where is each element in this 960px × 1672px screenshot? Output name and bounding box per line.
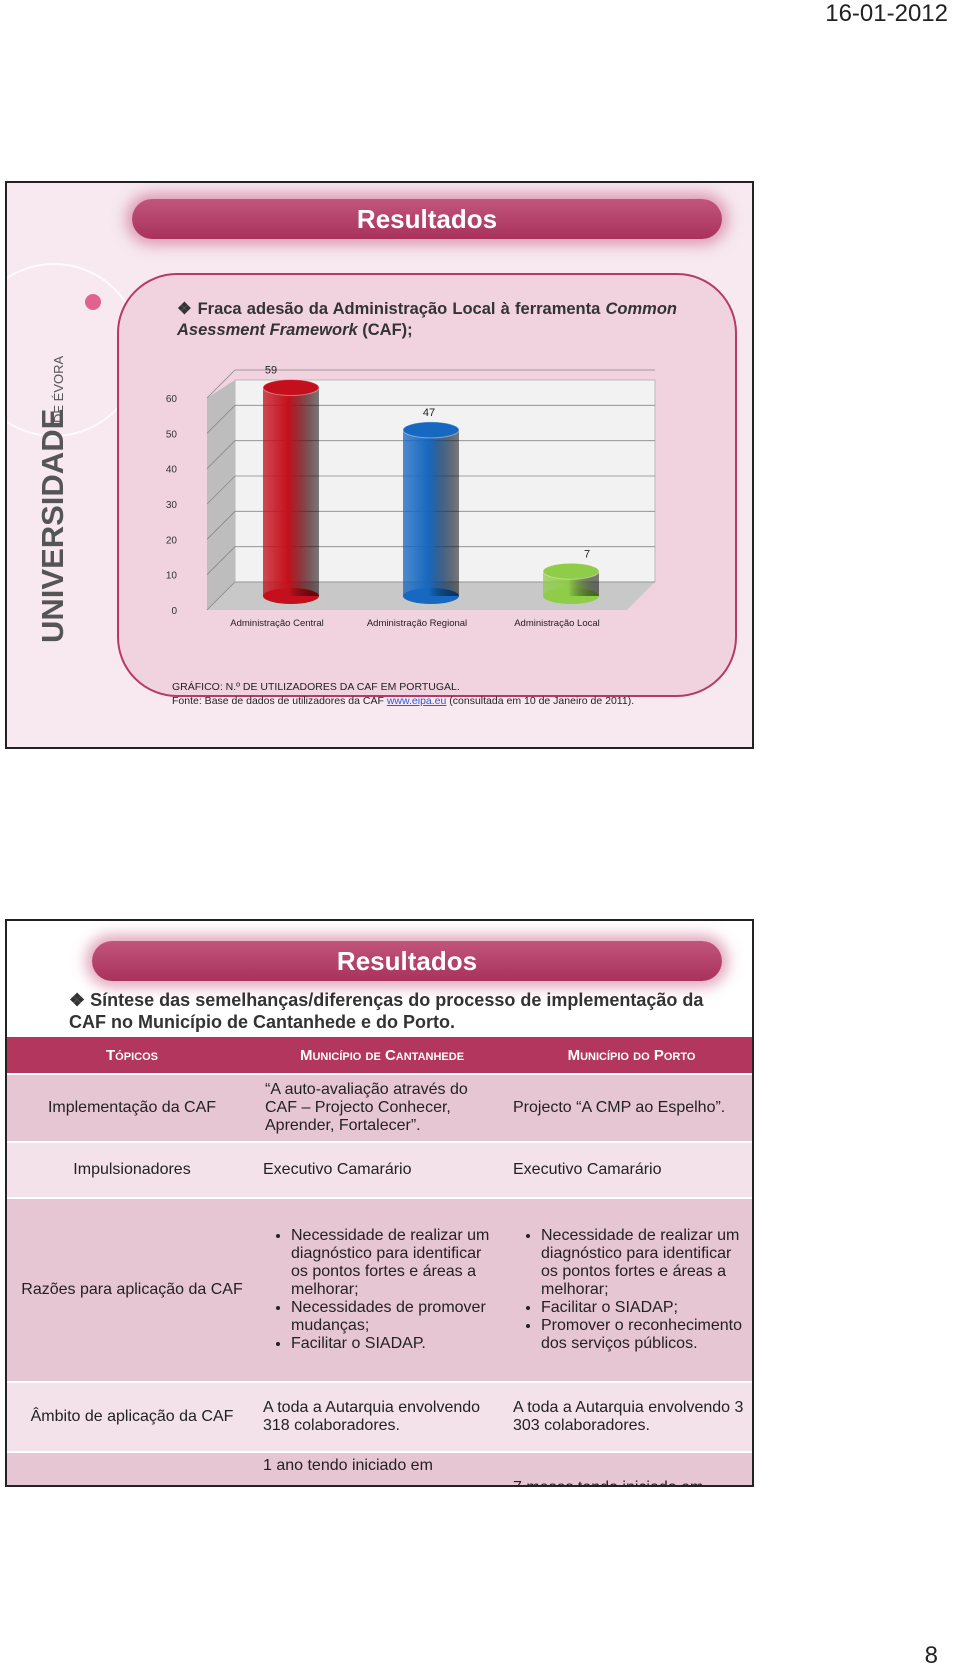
x-tick-label: Administração Central (230, 618, 323, 629)
bullet-text: Síntese das semelhanças/diferenças do pr… (69, 990, 704, 1032)
grid-line (206, 546, 655, 575)
y-tick-label: 40 (166, 465, 178, 476)
cell: “A auto-avaliação através do CAF – Proje… (257, 1073, 507, 1142)
slide-title: Resultados (132, 199, 722, 239)
x-tick-label: Administração Regional (367, 618, 467, 629)
x-tick-label: Administração Local (514, 618, 600, 629)
header-cell: Município de Cantanhede (257, 1037, 507, 1074)
table: Tópicos Município de Cantanhede Município … (7, 1037, 752, 1485)
list: Necessidade de realizar um diagnóstico p… (263, 1227, 501, 1353)
logo-name: UNIVERSIDADE (35, 409, 70, 643)
cell (7, 1451, 257, 1485)
row: Âmbito de aplicação da CAF A toda a Autar… (7, 1381, 752, 1452)
y-tick-label: 20 (166, 535, 178, 546)
cell: Âmbito de aplicação da CAF (7, 1381, 257, 1452)
chart: 0 10 20 30 40 50 60 59 Administração Central 47 Ad… (166, 365, 656, 629)
list-item: Facilitar o SIADAP. (291, 1335, 501, 1353)
data-label: 7 (584, 548, 590, 560)
bullet: ❖ Síntese das semelhanças/diferenças do … (69, 989, 729, 1033)
list-item: Necessidades de promover mudanças; (291, 1299, 501, 1335)
bullet-icon: ❖ (69, 990, 91, 1010)
cell: Impulsionadores (7, 1141, 257, 1198)
list: Necessidade de realizar um diagnóstico p… (513, 1227, 750, 1353)
row: Implementação da CAF “A auto-avaliação at… (7, 1073, 752, 1142)
bar-top (542, 562, 600, 580)
cell: 7 meses tendo iniciado em (507, 1451, 752, 1485)
row: Impulsionadores Executivo Camarário Execut… (7, 1141, 752, 1198)
row: 1 ano tendo iniciado em7 meses tendo ini… (7, 1451, 752, 1485)
source-link[interactable]: www.eipa.eu (386, 695, 447, 707)
caption-title: GRÁFICO: N.º DE UTILIZADORES DA CAF EM P… (172, 681, 460, 693)
grid-line (206, 510, 655, 540)
side-wall (207, 380, 235, 610)
data-label: 47 (423, 407, 435, 419)
y-tick-label: 10 (166, 571, 178, 582)
cell: 1 ano tendo iniciado em (257, 1451, 507, 1485)
slide-2: Resultados ❖ Síntese das semelhanças/dif… (5, 919, 754, 1487)
bullet-text: Fraca adesão da Administração Local à fe… (197, 300, 601, 318)
cell: Necessidade de realizar um diagnóstico p… (507, 1197, 752, 1382)
caption: GRÁFICO: N.º DE UTILIZADORES DA CAF EM P… (172, 680, 634, 708)
bullet-icon: ❖ (177, 300, 198, 318)
cell: A toda a Autarquia envolvendo 3 303 cola… (507, 1381, 752, 1452)
grid-line (206, 440, 655, 469)
cell: A toda a Autarquia envolvendo 318 colabo… (257, 1381, 507, 1452)
grid-line (206, 369, 655, 399)
date: 16-01-2012 (825, 0, 948, 27)
y-tick-label: 60 (166, 394, 178, 405)
y-tick-label: 0 (171, 606, 177, 617)
cell: Executivo Camarário (507, 1141, 752, 1198)
bar (263, 387, 319, 596)
list-item: Necessidade de realizar um diagnóstico p… (541, 1227, 750, 1299)
page-number: 8 (924, 1642, 938, 1669)
bullet-italic: Common Asessment Framework (177, 300, 677, 339)
grid-line (206, 404, 655, 434)
bullet: ❖ Fraca adesão da Administração Local à … (177, 299, 677, 341)
cell: Executivo Camarário (257, 1141, 507, 1198)
grid-line (206, 581, 655, 611)
table-wrap: Tópicos Município de Cantanhede Município … (7, 1037, 752, 1485)
cell: Razões para aplicação da CAF (7, 1197, 257, 1382)
row: Razões para aplicação da CAF Necessidade … (7, 1197, 752, 1382)
bar-top (262, 379, 320, 397)
y-tick-label: 50 (166, 429, 178, 440)
list-item: Facilitar o SIADAP; (541, 1299, 750, 1317)
source-date: (consultada em 10 de Janeiro de 2011). (449, 695, 635, 707)
cell: Projecto “A CMP ao Espelho”. (507, 1073, 752, 1142)
source-text: Fonte: Base de dados de utilizadores da … (172, 695, 384, 707)
cell: Implementação da CAF (7, 1073, 257, 1142)
list-item: Necessidade de realizar um diagnóstico p… (291, 1227, 501, 1299)
caption-source: Fonte: Base de dados de utilizadores da … (172, 694, 634, 708)
bullet-text: (CAF); (362, 321, 413, 339)
grid-line (206, 475, 655, 505)
logo-place: DE ÉVORA (51, 355, 66, 423)
list-item: Promover o reconhecimento dos serviços p… (541, 1317, 750, 1353)
slide-1: Resultados UNIVERSIDADE DE ÉVORA ❖ Fraca… (5, 181, 754, 749)
header-cell: Tópicos (7, 1037, 257, 1074)
slide-title: Resultados (92, 941, 722, 981)
logo: UNIVERSIDADE DE ÉVORA (35, 355, 70, 643)
bar-top (402, 421, 460, 439)
header-cell: Município do Porto (507, 1037, 752, 1074)
header-row: Tópicos Município de Cantanhede Município … (7, 1037, 752, 1074)
bar (403, 429, 459, 596)
decoration (85, 294, 101, 310)
y-tick-label: 30 (166, 500, 178, 511)
cell: Necessidade de realizar um diagnóstico p… (257, 1197, 507, 1382)
data-label: 59 (265, 365, 277, 377)
